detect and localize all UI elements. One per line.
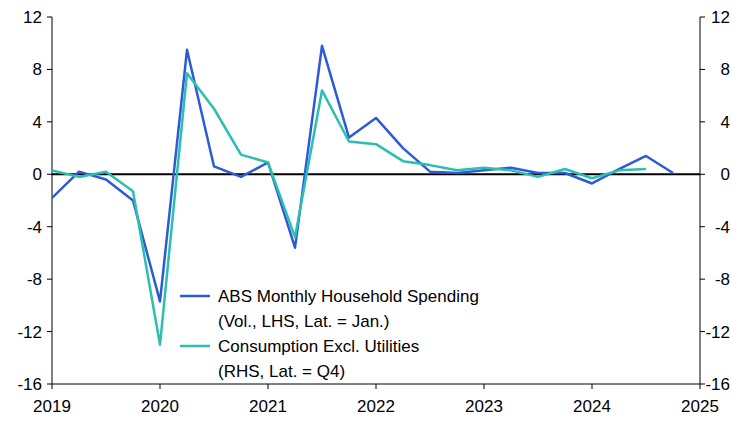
x-tick — [376, 384, 377, 389]
x-tick — [52, 384, 53, 389]
chart: -16 -12 -8 -4 0 4 8 12 -16 -12 -8 -4 0 4 8 12 2019 2020 20… — [0, 0, 732, 434]
y-tick — [47, 69, 52, 70]
y-tick-label: 12 — [23, 8, 42, 27]
x-tick-label: 2024 — [573, 397, 611, 416]
legend: ABS Monthly Household Spending (Vol., LHS… — [180, 287, 479, 381]
y2-axis-line — [700, 17, 701, 384]
y-tick — [47, 279, 52, 280]
y2-tick — [700, 384, 705, 385]
y-tick-label: 0 — [33, 165, 42, 184]
legend-label-line: ABS Monthly Household Spending — [218, 287, 479, 306]
y2-tick — [700, 121, 705, 122]
legend-label: Consumption Excl. Utilities (RHS, Lat. = … — [218, 337, 419, 381]
legend-swatch — [180, 295, 210, 298]
legend-swatch — [180, 345, 210, 348]
y-tick — [47, 17, 52, 18]
series-line — [52, 73, 646, 344]
x-tick-label: 2023 — [465, 397, 503, 416]
y2-tick-label: 8 — [721, 60, 730, 79]
y-tick-label: 4 — [33, 113, 42, 132]
x-tick — [484, 384, 485, 389]
y2-tick-label: -12 — [705, 323, 730, 342]
y-tick-label: -16 — [17, 375, 42, 394]
y-tick — [47, 121, 52, 122]
y-axis-line — [52, 17, 53, 384]
x-tick-label: 2019 — [33, 397, 71, 416]
y-tick-label: 8 — [33, 60, 42, 79]
x-tick — [160, 384, 161, 389]
y2-tick-label: 12 — [711, 8, 730, 27]
y-tick-label: -8 — [27, 270, 42, 289]
plot-area — [52, 46, 673, 345]
y2-tick-label: 0 — [721, 165, 730, 184]
legend-label-line: Consumption Excl. Utilities — [218, 337, 419, 356]
legend-label-line: (RHS, Lat. = Q4) — [218, 362, 345, 381]
x-tick-label: 2021 — [249, 397, 287, 416]
x-tick-label: 2025 — [681, 397, 719, 416]
x-tick — [700, 384, 701, 389]
y2-tick — [700, 69, 705, 70]
y2-tick — [700, 174, 705, 175]
y-tick-label: -4 — [27, 218, 42, 237]
x-tick — [592, 384, 593, 389]
x-tick-label: 2020 — [141, 397, 179, 416]
y2-tick-label: -4 — [715, 218, 730, 237]
y2-tick-label: 4 — [721, 113, 730, 132]
x-tick — [268, 384, 269, 389]
y-tick — [47, 174, 52, 175]
legend-label: ABS Monthly Household Spending (Vol., LHS… — [218, 287, 479, 331]
y-tick — [47, 226, 52, 227]
y-tick-label: -12 — [17, 323, 42, 342]
x-tick-label: 2022 — [357, 397, 395, 416]
legend-label-line: (Vol., LHS, Lat. = Jan.) — [218, 312, 390, 331]
y2-tick — [700, 331, 705, 332]
y2-tick-label: -8 — [715, 270, 730, 289]
y2-tick — [700, 226, 705, 227]
y-tick — [47, 384, 52, 385]
y2-tick-label: -16 — [705, 375, 730, 394]
y2-tick — [700, 17, 705, 18]
y2-tick — [700, 279, 705, 280]
y-tick — [47, 331, 52, 332]
